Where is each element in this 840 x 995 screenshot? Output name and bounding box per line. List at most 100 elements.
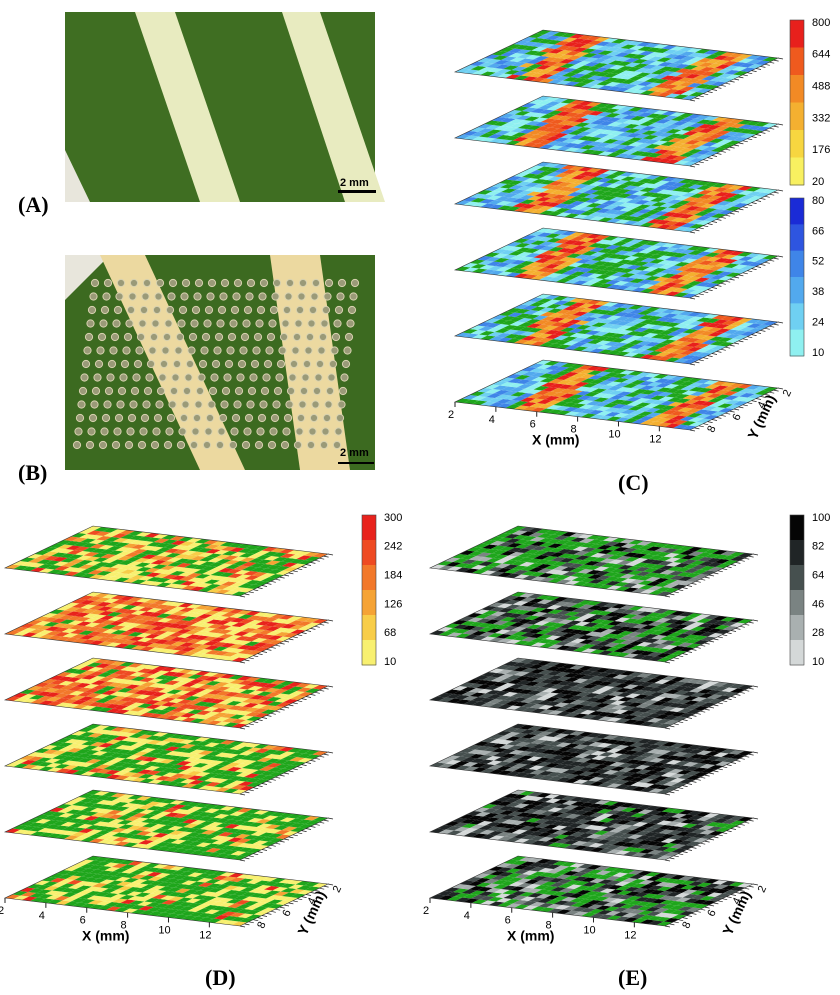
indent — [280, 333, 287, 340]
edge-tick — [253, 788, 258, 789]
colorbar-step — [790, 198, 804, 225]
edge-tick — [319, 624, 324, 625]
indent — [313, 387, 320, 394]
indent — [120, 374, 127, 381]
indent — [284, 414, 291, 421]
indent — [253, 347, 260, 354]
indent — [206, 414, 213, 421]
indent — [242, 441, 249, 448]
indent — [233, 293, 240, 300]
indent — [209, 387, 216, 394]
indent — [159, 374, 166, 381]
colorbar-tick-label: 68 — [384, 627, 396, 639]
indent — [154, 414, 161, 421]
indent — [237, 374, 244, 381]
edge-tick — [280, 643, 285, 644]
edge-tick — [734, 211, 739, 212]
edge-tick — [271, 647, 276, 648]
edge-tick — [730, 81, 735, 82]
indent — [128, 414, 135, 421]
indent — [149, 347, 156, 354]
edge-tick — [306, 829, 311, 830]
indent — [234, 401, 241, 408]
indent — [130, 401, 137, 408]
indent — [299, 279, 306, 286]
indent — [150, 333, 157, 340]
edge-tick — [738, 341, 743, 342]
edge-tick — [694, 98, 699, 99]
indent — [183, 387, 190, 394]
indent — [248, 387, 255, 394]
indent — [163, 333, 170, 340]
edge-tick — [266, 649, 271, 650]
indent — [274, 387, 281, 394]
edge-tick — [271, 779, 276, 780]
edge-tick — [765, 130, 770, 131]
map-layer — [455, 30, 783, 101]
indent — [229, 441, 236, 448]
edge-tick — [262, 718, 267, 719]
edge-tick — [240, 596, 245, 597]
map-layer — [5, 790, 333, 861]
edge-tick — [302, 567, 307, 568]
indent — [146, 374, 153, 381]
edge-tick — [249, 592, 254, 593]
indent — [202, 333, 209, 340]
edge-tick — [734, 277, 739, 278]
edge-tick — [275, 579, 280, 580]
indent — [124, 333, 131, 340]
indent — [326, 387, 333, 394]
colorbar-tick-label: 24 — [812, 317, 824, 329]
indent — [325, 401, 332, 408]
edge-tick — [258, 852, 263, 853]
edge-tick — [319, 690, 324, 691]
edge-tick — [694, 230, 699, 231]
indent — [279, 347, 286, 354]
edge-tick — [694, 296, 699, 297]
edge-tick — [747, 139, 752, 140]
indent — [103, 293, 110, 300]
edge-tick — [716, 219, 721, 220]
edge-tick — [743, 405, 748, 406]
edge-tick — [288, 771, 293, 772]
edge-tick — [769, 194, 774, 195]
edge-tick — [319, 822, 324, 823]
indent — [90, 293, 97, 300]
indent — [84, 347, 91, 354]
indent — [308, 320, 315, 327]
indent — [168, 293, 175, 300]
indent — [102, 414, 109, 421]
edge-tick — [778, 190, 783, 191]
indent — [321, 320, 328, 327]
indent — [82, 360, 89, 367]
indent — [214, 347, 221, 354]
indent — [198, 374, 205, 381]
indent — [336, 414, 343, 421]
edge-tick — [297, 569, 302, 570]
indent — [141, 414, 148, 421]
edge-tick — [778, 322, 783, 323]
edge-tick — [765, 262, 770, 263]
edge-tick — [258, 786, 263, 787]
edge-tick — [730, 147, 735, 148]
edge-tick — [743, 141, 748, 142]
edge-tick — [699, 162, 704, 163]
indent — [142, 293, 149, 300]
indent — [179, 428, 186, 435]
indent — [283, 306, 290, 313]
indent — [220, 293, 227, 300]
indent — [134, 360, 141, 367]
indent — [100, 320, 107, 327]
indent — [244, 428, 251, 435]
indent — [290, 360, 297, 367]
colorbar-tick-label: 38 — [812, 286, 824, 298]
indent — [162, 347, 169, 354]
edge-tick — [262, 652, 267, 653]
edge-tick — [293, 901, 298, 902]
indent — [268, 441, 275, 448]
edge-tick — [730, 345, 735, 346]
indent — [160, 360, 167, 367]
indent — [81, 374, 88, 381]
colorbar-step — [362, 540, 376, 566]
indent — [254, 333, 261, 340]
